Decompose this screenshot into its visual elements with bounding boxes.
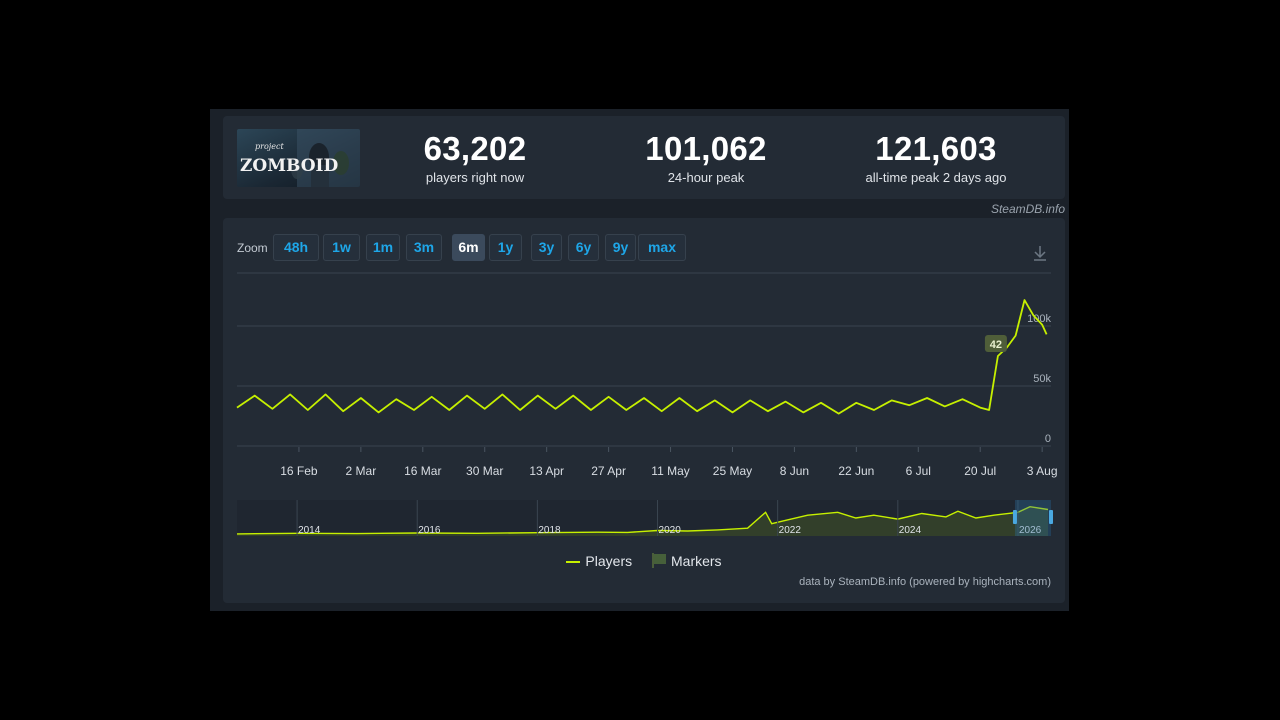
x-tick-label: 11 May: [651, 464, 689, 478]
stat-label: all-time peak 2 days ago: [865, 170, 1007, 185]
steamdb-widget: project ZOMBOID 63,202 players right now…: [210, 109, 1069, 611]
stat-value: 63,202: [423, 130, 527, 167]
stats-header: project ZOMBOID 63,202 players right now…: [223, 116, 1065, 199]
chart-legend: Players Markers: [223, 552, 1065, 570]
navigator-tick-label: 2018: [538, 525, 561, 536]
x-tick-label: 25 May: [713, 464, 752, 478]
legend-line-icon: [566, 561, 581, 564]
zoom-button-3m[interactable]: 3m: [406, 234, 442, 261]
highcharts-credit[interactable]: data by SteamDB.info (powered by highcha…: [799, 576, 1051, 588]
stat-value: 121,603: [875, 130, 997, 167]
x-tick-label: 30 Mar: [466, 464, 503, 478]
navigator-tick-label: 2016: [418, 525, 441, 536]
zoom-button-48h[interactable]: 48h: [273, 234, 319, 261]
navigator-tick-label: 2024: [899, 525, 922, 536]
y-tick-label: 50k: [1033, 373, 1051, 385]
game-logo[interactable]: project ZOMBOID: [237, 129, 360, 187]
steamdb-credit-link[interactable]: SteamDB.info: [990, 202, 1065, 216]
x-tick-label: 27 Apr: [591, 464, 626, 478]
stat-value: 101,062: [645, 130, 767, 167]
marker-flag[interactable]: [984, 335, 1007, 352]
flag-icon: [652, 552, 666, 568]
stat-label: players right now: [425, 170, 525, 185]
x-tick-label: 16 Feb: [280, 464, 318, 478]
navigator-tick-label: 2026: [1019, 525, 1042, 536]
zoom-button-1w[interactable]: 1w: [323, 234, 360, 261]
zoom-button-3y[interactable]: 3y: [531, 234, 562, 261]
player-count-chart[interactable]: 0 50k 100k 16 Feb 2 Mar 16 Mar 30 Mar 13 Apr 27 …: [223, 218, 1065, 548]
stat-24h-peak: 101,062 24-hour peak: [591, 130, 821, 186]
x-tick-label: 2 Mar: [346, 464, 377, 478]
y-tick-label: 100k: [1027, 313, 1051, 325]
navigator-handle-left[interactable]: [1012, 510, 1017, 524]
logo-text-main: ZOMBOID: [240, 156, 338, 176]
x-tick-label: 8 Jun: [780, 464, 809, 478]
zoom-button-6m[interactable]: 6m: [452, 234, 485, 261]
navigator-selection[interactable]: [1014, 500, 1051, 536]
navigator-tick-label: 2014: [298, 525, 321, 536]
legend-item-players[interactable]: Players: [566, 553, 632, 569]
logo-text-top: project: [255, 142, 284, 151]
x-tick-label: 16 Mar: [404, 464, 441, 478]
legend-label-markers: Markers: [671, 553, 722, 569]
x-tick-label: 22 Jun: [838, 464, 874, 478]
navigator-area: [237, 506, 1048, 536]
zoom-button-1m[interactable]: 1m: [366, 234, 400, 261]
zoom-button-6y[interactable]: 6y: [568, 234, 599, 261]
zoom-button-9y[interactable]: 9y: [605, 234, 636, 261]
navigator-tick-label: 2020: [659, 525, 682, 536]
zoom-button-1y[interactable]: 1y: [489, 234, 522, 261]
marker-label: 42: [990, 339, 1002, 351]
chart-panel: Zoom 48h 1w 1m 3m 6m 1y 3y 6y 9y max 0 50k 100k 16 F…: [223, 218, 1065, 603]
x-tick-label: 13 Apr: [529, 464, 564, 478]
stat-players-now: 63,202 players right now: [360, 130, 590, 186]
legend-item-markers[interactable]: Markers: [652, 552, 722, 570]
y-tick-label: 0: [1045, 433, 1051, 445]
navigator-handle-right[interactable]: [1049, 510, 1053, 524]
download-icon[interactable]: [1030, 243, 1050, 263]
x-tick-label: 20 Jul: [964, 464, 996, 478]
players-series-line[interactable]: [236, 299, 1048, 415]
stat-all-time-peak: 121,603 all-time peak 2 days ago: [821, 130, 1051, 186]
stat-label: 24-hour peak: [667, 170, 745, 185]
x-tick-label: 3 Aug: [1027, 464, 1058, 478]
legend-label-players: Players: [585, 553, 633, 569]
zoom-button-max[interactable]: max: [638, 234, 686, 261]
navigator-tick-label: 2022: [779, 525, 802, 536]
zoom-label: Zoom: [237, 241, 268, 255]
x-tick-label: 6 Jul: [906, 464, 931, 478]
